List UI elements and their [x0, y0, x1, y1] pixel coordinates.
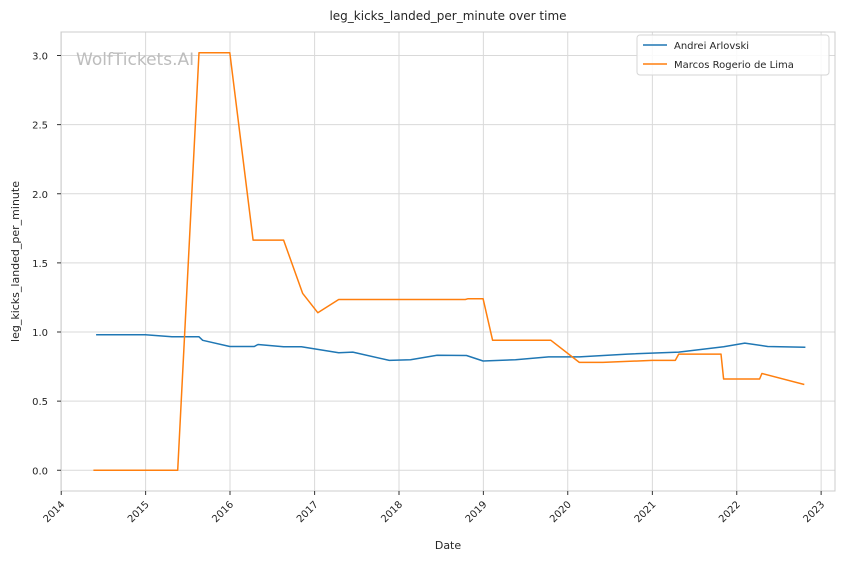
y-tick-label: 0.5: [32, 397, 48, 408]
y-tick-label: 0.0: [32, 466, 48, 477]
legend-label: Marcos Rogerio de Lima: [674, 60, 794, 71]
y-tick-label: 1.0: [32, 328, 48, 339]
watermark: WolfTickets.AI: [76, 50, 194, 70]
y-tick-label: 3.0: [32, 52, 48, 63]
y-axis-label: leg_kicks_landed_per_minute: [9, 181, 22, 342]
y-axis-ticks: 0.0 0.5 1.0 1.5 2.0 2.5 3.0: [32, 52, 61, 477]
plot-frame: [60, 31, 836, 492]
series-line-andrei-arlovski: [96, 334, 806, 362]
y-tick-label: 2.5: [32, 121, 48, 132]
chart-title: leg_kicks_landed_per_minute over time: [329, 9, 566, 23]
legend-box: [636, 34, 830, 76]
grid-lines: [60, 32, 835, 491]
series-line-marcos-rogerio-de-lima: [93, 51, 805, 472]
y-tick-label: 2.0: [32, 190, 48, 201]
y-tick-label: 1.5: [32, 259, 48, 270]
x-axis-label: Date: [435, 539, 462, 552]
legend: Andrei Arlovski Marcos Rogerio de Lima: [636, 34, 830, 76]
legend-label: Andrei Arlovski: [674, 41, 749, 52]
series-layer: [93, 51, 806, 472]
